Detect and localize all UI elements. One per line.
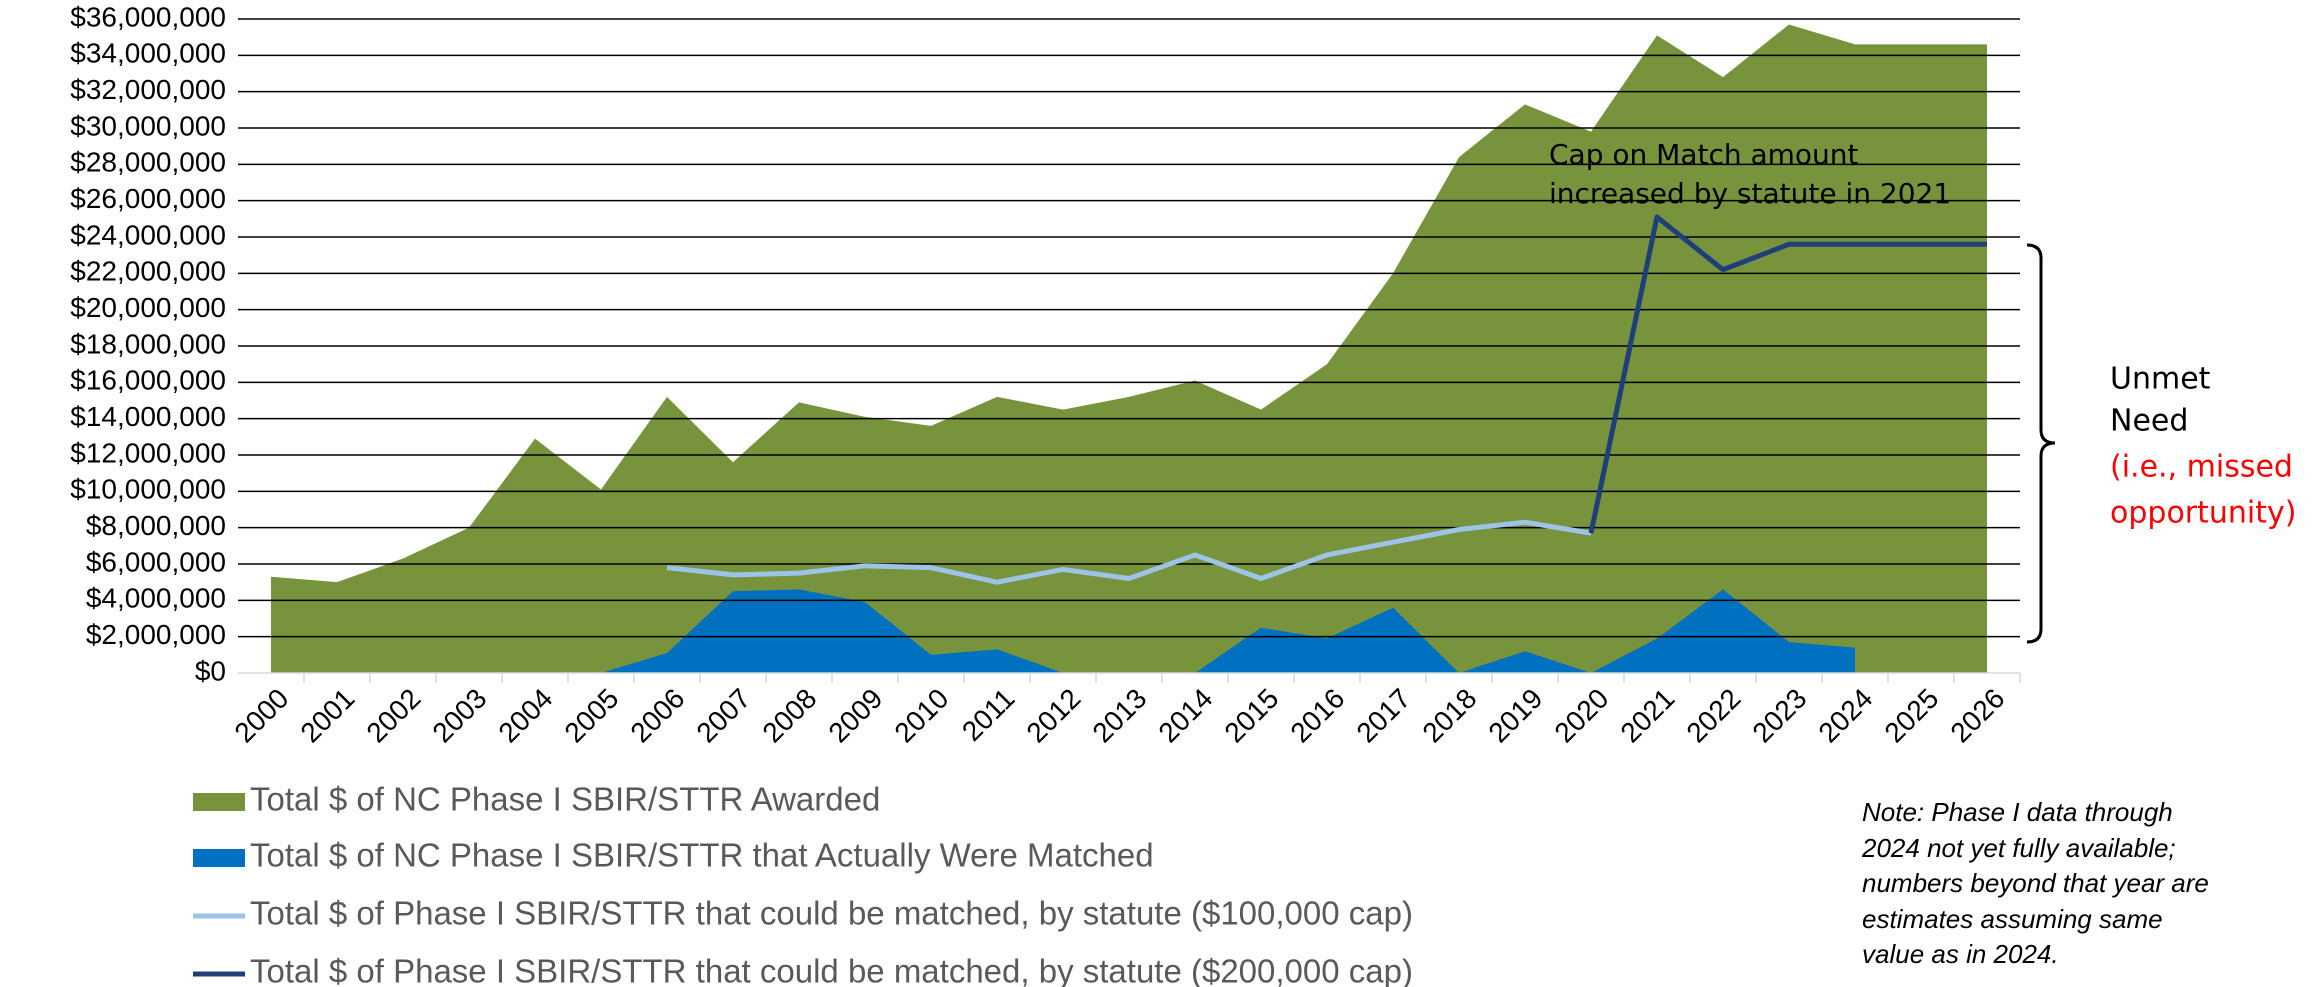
x-tick-label: 2017 (1350, 683, 1416, 749)
x-tick-label: 2005 (558, 683, 624, 749)
x-tick-label: 2025 (1878, 683, 1944, 749)
y-tick-label: $30,000,000 (70, 110, 226, 141)
note: numbers beyond that year are (1862, 868, 2209, 898)
legend-swatch (193, 849, 245, 867)
unmet-need: opportunity) (2110, 496, 2296, 531)
x-tick-label: 2023 (1746, 683, 1812, 749)
y-tick-label: $18,000,000 (70, 328, 226, 359)
x-tick-label: 2004 (492, 683, 558, 749)
line (666, 519, 1592, 585)
y-tick-label: $28,000,000 (70, 147, 226, 178)
area (271, 24, 1987, 673)
legend-label: Total $ of Phase I SBIR/STTR that could … (250, 895, 1413, 932)
y-tick-label: $12,000,000 (70, 437, 226, 468)
unmet-need: (i.e., missed (2110, 450, 2293, 485)
note: estimates assuming same (1862, 904, 2163, 934)
x-tick-label: 2015 (1218, 683, 1284, 749)
x-tick-label: 2003 (426, 683, 492, 749)
y-tick-label: $16,000,000 (70, 365, 226, 396)
x-tick-label: 2012 (1020, 683, 1086, 749)
lines (666, 214, 1987, 585)
unmet-need: Need (2110, 404, 2188, 439)
y-tick-label: $32,000,000 (70, 74, 226, 105)
x-tick-label: 2016 (1284, 683, 1350, 749)
y-tick-label: $24,000,000 (70, 219, 226, 250)
grid (238, 18, 2021, 683)
x-tick-label: 2001 (294, 683, 360, 749)
annotation: increased by statute in 2021 (1549, 177, 1951, 210)
x-tick-label: 2021 (1614, 683, 1680, 749)
y-tick-label: $20,000,000 (70, 292, 226, 323)
x-tick-label: 2026 (1944, 683, 2010, 749)
x-tick-label: 2019 (1482, 683, 1548, 749)
x-tick-label: 2011 (956, 683, 1021, 748)
line (1588, 214, 1987, 534)
x-tick-label: 2009 (822, 683, 888, 749)
x-tick-label: 2007 (690, 683, 756, 749)
brace (2026, 243, 2056, 644)
note: 2024 not yet fully available; (1861, 833, 2176, 863)
x-tick-label: 2000 (228, 683, 294, 749)
annotation: Cap on Match amount (1549, 138, 1859, 171)
y-tick-label: $2,000,000 (86, 619, 226, 650)
y-tick-label: $26,000,000 (70, 183, 226, 214)
unmet-need: Unmet (2110, 362, 2211, 397)
x-tick-label: 2018 (1416, 683, 1482, 749)
x-tick-label: 2014 (1152, 683, 1218, 749)
note: value as in 2024. (1862, 939, 2059, 969)
y-tick-label: $8,000,000 (86, 510, 226, 541)
x-tick-label: 2020 (1548, 683, 1614, 749)
x-tick-label: 2002 (360, 683, 426, 749)
y-tick-label: $34,000,000 (70, 38, 226, 69)
note: Note: Phase I data through (1862, 797, 2173, 827)
x-tick-label: 2013 (1086, 683, 1152, 749)
legend-label: Total $ of NC Phase I SBIR/STTR Awarded (250, 781, 880, 818)
x-tick-label: 2022 (1680, 683, 1746, 749)
area (601, 589, 1855, 673)
x-tick-label: 2006 (624, 683, 690, 749)
y-tick-label: $22,000,000 (70, 256, 226, 287)
y-tick-label: $14,000,000 (70, 401, 226, 432)
y-tick-label: $0 (195, 655, 226, 686)
y-tick-label: $36,000,000 (70, 1, 226, 32)
x-tick-label: 2010 (888, 683, 954, 749)
legend-swatch (193, 793, 245, 811)
y-tick-label: $4,000,000 (86, 583, 226, 614)
y-tick-label: $10,000,000 (70, 474, 226, 505)
x-tick-label: 2008 (756, 683, 822, 749)
legend-label: Total $ of Phase I SBIR/STTR that could … (250, 953, 1413, 987)
x-tick-label: 2024 (1812, 683, 1878, 749)
y-tick-label: $6,000,000 (86, 546, 226, 577)
areas (271, 24, 1987, 673)
legend-label: Total $ of NC Phase I SBIR/STTR that Act… (250, 837, 1154, 874)
